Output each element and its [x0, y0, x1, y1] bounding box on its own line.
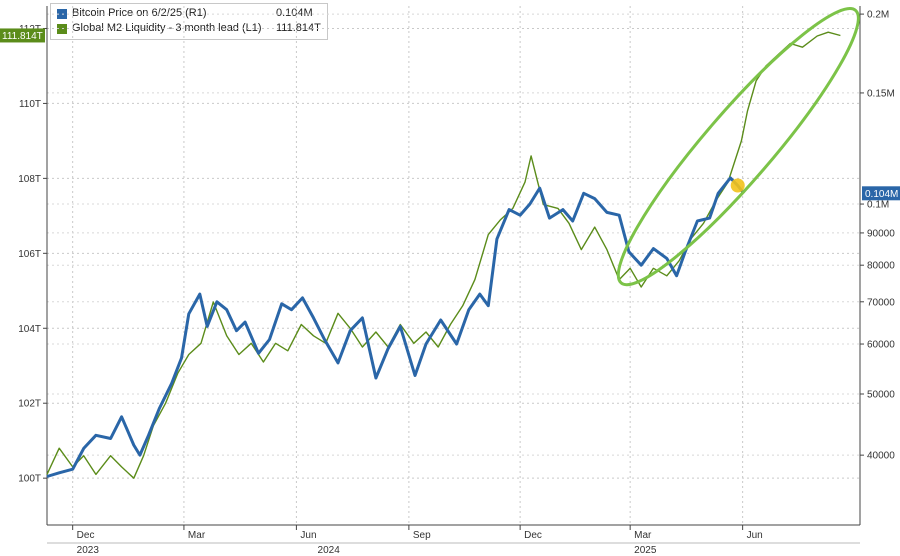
x-tick-label: Dec [524, 530, 542, 541]
last-value-label-m2: 111.814T [2, 31, 43, 42]
left-tick-label: 110T [19, 99, 41, 110]
left-tick-label: 108T [18, 174, 41, 185]
x-tick-label: Sep [413, 530, 431, 541]
x-year-label: 2025 [634, 545, 657, 556]
highlight-marker [730, 178, 745, 193]
left-tick-label: 102T [18, 399, 41, 410]
series-line-bitcoin [46, 176, 746, 478]
legend-label-m2: Global M2 Liquidity - 3 month lead (L1) [72, 22, 262, 34]
right-tick-label: 70000 [867, 297, 895, 308]
left-tick-label: 106T [18, 249, 41, 260]
x-year-label: 2023 [77, 545, 100, 556]
last-value-label-bitcoin: 0.104M [865, 189, 898, 200]
right-tick-label: 0.1M [867, 200, 889, 211]
right-tick-label: 80000 [867, 261, 895, 272]
left-tick-label: 104T [18, 324, 41, 335]
right-tick-label: 90000 [867, 228, 895, 239]
x-tick-label: Jun [747, 530, 763, 541]
right-tick-label: 40000 [867, 451, 895, 462]
right-tick-label: 0.15M [867, 88, 895, 99]
last-value-tag-m2 [0, 28, 45, 43]
highlight-ellipse [616, 7, 860, 287]
right-tick-label: 0.2M [867, 10, 889, 21]
legend-item-bitcoin: Bitcoin Price on 6/2/25 (R1) 0.104M [57, 6, 321, 21]
right-tick-label: 60000 [867, 340, 895, 351]
x-tick-label: Mar [634, 530, 652, 541]
series-line-m2 [46, 31, 841, 479]
left-tick-label: 100T [18, 474, 41, 485]
right-tick-label: 50000 [867, 389, 895, 400]
legend-value-bitcoin: 0.104M [276, 7, 313, 19]
x-tick-label: Dec [77, 530, 95, 541]
x-tick-label: Jun [300, 530, 316, 541]
last-value-tag-bitcoin [862, 186, 900, 201]
legend-label-bitcoin: Bitcoin Price on 6/2/25 (R1) [72, 7, 207, 19]
x-year-label: 2024 [318, 545, 341, 556]
legend-swatch-bitcoin [57, 8, 67, 19]
x-tick-label: Mar [188, 530, 206, 541]
